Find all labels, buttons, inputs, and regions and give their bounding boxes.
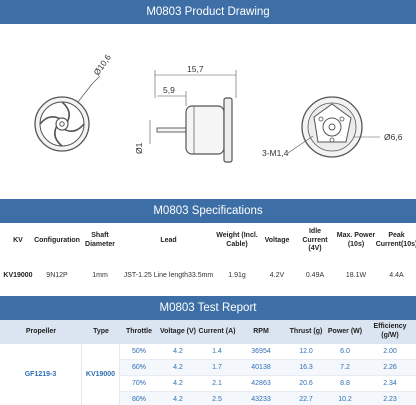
rpm-cell: 43233 — [251, 396, 271, 403]
test-header: Voltage (V) — [159, 327, 197, 335]
power-cell: 8.8 — [340, 380, 350, 387]
voltage-cell: 4.2 — [173, 348, 183, 355]
efficiency-cell: 2.26 — [383, 364, 397, 371]
test-body: GF1219-3 KV19000 50% 4.2 1.4 36954 12.0 … — [0, 344, 416, 405]
test-header-row: Propeller Type Throttle Voltage (V) Curr… — [0, 320, 416, 344]
specs-value-row: KV19000 9N12P 1mm JST-1.25 Line length33… — [0, 259, 416, 292]
table-row: 80% 4.2 2.5 43233 22.7 10.2 2.23 — [120, 392, 416, 405]
specs-header: Idle Current (4V) — [302, 227, 328, 253]
specs-header: Voltage — [264, 236, 290, 244]
specs-cell: KV19000 — [3, 271, 33, 279]
power-cell: 10.2 — [338, 396, 352, 403]
specs-cell: 1.91g — [228, 271, 246, 279]
efficiency-cell: 2.23 — [383, 396, 397, 403]
rpm-cell: 40138 — [251, 364, 271, 371]
power-cell: 6.0 — [340, 348, 350, 355]
specs-header-row: KV Configuration Shaft Diameter Lead Wei… — [0, 223, 416, 259]
rear-view — [287, 96, 380, 158]
specs-cell: 0.49A — [305, 271, 325, 279]
throttle-cell: 80% — [131, 396, 146, 403]
test-header: Propeller — [25, 327, 57, 335]
front-view — [34, 75, 101, 152]
throttle-cell: 50% — [131, 348, 146, 355]
test-header: Current (A) — [198, 327, 236, 335]
current-cell: 2.1 — [212, 380, 222, 387]
specs-header: Max. Power (10s) — [336, 232, 376, 248]
efficiency-cell: 2.00 — [383, 348, 397, 355]
voltage-cell: 4.2 — [173, 396, 183, 403]
drawing-title: M0803 Product Drawing — [146, 6, 270, 18]
specs-table: KV Configuration Shaft Diameter Lead Wei… — [0, 223, 416, 296]
current-cell: 2.5 — [212, 396, 222, 403]
test-header: RPM — [253, 327, 269, 335]
test-header: Efficiency (g/W) — [373, 323, 407, 339]
test-title: M0803 Test Report — [159, 302, 257, 314]
outer-dia-label: Ø10,6 — [91, 52, 113, 77]
table-row: 70% 4.2 2.1 42863 20.6 8.8 2.34 — [120, 376, 416, 392]
specs-header: Shaft Diameter — [85, 232, 115, 248]
overall-length-label: 15,7 — [187, 64, 204, 74]
shaft-dia-label: Ø1 — [134, 142, 144, 154]
propeller-cell: GF1219-3 — [0, 344, 82, 405]
test-header: Throttle — [125, 327, 153, 335]
voltage-cell: 4.2 — [173, 380, 183, 387]
power-cell: 7.2 — [340, 364, 350, 371]
specs-cell: JST-1.25 Line length33.5mm — [123, 271, 214, 279]
table-row: 60% 4.2 1.7 40138 16.3 7.2 2.26 — [120, 360, 416, 376]
mount-dia-label: Ø6,6 — [384, 132, 403, 142]
test-header: Power (W) — [327, 327, 363, 335]
specs-title: M0803 Specifications — [153, 205, 263, 217]
current-cell: 1.7 — [212, 364, 222, 371]
specs-cell: 9N12P — [46, 271, 68, 279]
specs-banner: M0803 Specifications — [0, 199, 416, 223]
throttle-cell: 70% — [131, 380, 146, 387]
specs-header: Peak Current(10s) — [375, 232, 416, 248]
side-view — [149, 70, 237, 163]
specs-header: Weight (Incl. Cable) — [216, 232, 258, 248]
type-cell: KV19000 — [82, 344, 120, 405]
test-banner: M0803 Test Report — [0, 296, 416, 320]
body-length-label: 5,9 — [163, 85, 175, 95]
throttle-cell: 60% — [131, 364, 146, 371]
current-cell: 1.4 — [212, 348, 222, 355]
voltage-cell: 4.2 — [173, 364, 183, 371]
rpm-cell: 36954 — [251, 348, 271, 355]
efficiency-cell: 2.34 — [383, 380, 397, 387]
thrust-cell: 16.3 — [299, 364, 313, 371]
specs-cell: 4.4A — [389, 271, 404, 279]
thrust-cell: 12.0 — [299, 348, 313, 355]
test-header: Thrust (g) — [289, 327, 323, 335]
table-row: 50% 4.2 1.4 36954 12.0 6.0 2.00 — [120, 344, 416, 360]
test-rows: 50% 4.2 1.4 36954 12.0 6.0 2.00 60% 4.2 … — [120, 344, 416, 405]
specs-cell: 1mm — [92, 271, 108, 279]
specs-cell: 4.2V — [269, 271, 285, 279]
test-header: Type — [93, 327, 109, 335]
specs-header: Configuration — [34, 236, 80, 244]
rpm-cell: 42863 — [251, 380, 271, 387]
screw-label: 3-M1,4 — [262, 148, 289, 158]
drawing-svg: Ø10,6 15,7 5,9 Ø1 — [34, 52, 403, 163]
specs-cell: 18.1W — [345, 271, 367, 279]
specs-header: KV — [13, 236, 23, 244]
thrust-cell: 20.6 — [299, 380, 313, 387]
drawing-banner: M0803 Product Drawing — [0, 0, 416, 24]
test-table: Propeller Type Throttle Voltage (V) Curr… — [0, 320, 416, 405]
product-drawing: Ø10,6 15,7 5,9 Ø1 — [0, 24, 416, 199]
thrust-cell: 22.7 — [299, 396, 313, 403]
specs-header: Lead — [160, 236, 177, 244]
